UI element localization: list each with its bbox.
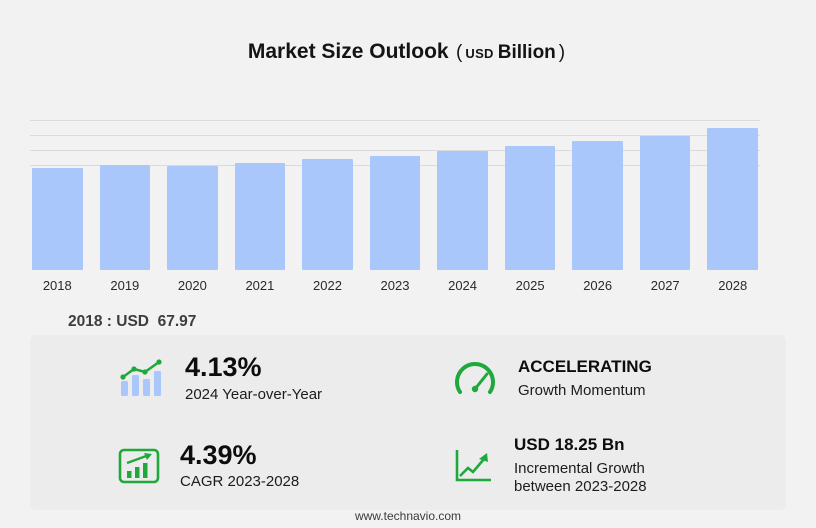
stat-yoy-text: 4.13% 2024 Year-over-Year <box>185 353 322 404</box>
gridline-80 <box>30 150 760 151</box>
x-tick-2023: 2023 <box>380 278 410 293</box>
bar-2025 <box>504 146 556 270</box>
bar-2026 <box>572 141 623 270</box>
bar-2023 <box>369 156 421 270</box>
stat-yoy-value: 4.13% <box>185 352 262 383</box>
bar-2028 <box>707 128 759 270</box>
stat-incremental-text: USD 18.25 Bn Incremental Growth between … <box>514 435 647 497</box>
base-year-annotation: 2018 : USD 67.97 <box>68 313 197 330</box>
stat-cagr: 4.39% CAGR 2023-2028 <box>30 423 408 511</box>
bars-row <box>32 120 759 270</box>
stat-cagr-value: 4.39% <box>180 439 257 470</box>
title-unit-currency: USD <box>465 46 494 61</box>
title-unit-scale: Billion <box>497 42 556 63</box>
x-tick-2024: 2024 <box>448 278 478 293</box>
x-tick-2018: 2018 <box>42 278 72 293</box>
stat-momentum-label: Growth Momentum <box>518 381 646 399</box>
growth-bars-icon <box>120 359 162 397</box>
bar-chart-plot <box>30 120 760 270</box>
x-tick-2028: 2028 <box>718 278 748 293</box>
stat-cagr-text: 4.39% CAGR 2023-2028 <box>180 439 300 492</box>
title-main: Market Size Outlook <box>247 40 449 63</box>
stats-panel: 4.13% 2024 Year-over-Year ACCELERATING G… <box>30 335 786 510</box>
stat-cagr-label: CAGR 2023-2028 <box>180 473 300 491</box>
stat-incremental-label: Incremental Growth between 2023-2028 <box>514 460 647 498</box>
stat-yoy: 4.13% 2024 Year-over-Year <box>30 335 408 423</box>
x-tick-2022: 2022 <box>313 278 342 293</box>
bar-2022 <box>302 159 353 270</box>
speedometer-icon <box>455 361 495 394</box>
bar-2027 <box>639 136 691 270</box>
bar-2019 <box>99 165 151 270</box>
bar-2020 <box>167 166 218 270</box>
footer-url: www.technavio.com <box>354 509 462 523</box>
x-tick-2026: 2026 <box>583 278 613 293</box>
stat-incremental-label-line1: Incremental Growth <box>514 459 645 477</box>
stat-incremental-value: USD 18.25 Bn <box>514 435 625 455</box>
stat-momentum-value: ACCELERATING <box>518 357 652 377</box>
gridline-100 <box>30 120 760 121</box>
x-tick-2021: 2021 <box>245 278 275 293</box>
bar-chart-xlabels: 2018 2019 2020 2021 2022 2023 2024 2025 2026 2027… <box>32 278 758 293</box>
bar-2024 <box>437 151 488 270</box>
bar-2021 <box>234 163 286 270</box>
x-tick-2025: 2025 <box>515 278 545 293</box>
cagr-chart-icon <box>118 448 160 484</box>
title-open-paren: ( <box>456 42 463 63</box>
title-close-paren: ) <box>558 42 566 63</box>
bar-chart: 2018 2019 2020 2021 2022 2023 2024 2025 2026 2027… <box>30 120 760 293</box>
stat-incremental: USD 18.25 Bn Incremental Growth between … <box>408 423 786 511</box>
stat-momentum-text: ACCELERATING Growth Momentum <box>518 357 652 400</box>
x-tick-2027: 2027 <box>650 278 680 293</box>
stat-momentum: ACCELERATING Growth Momentum <box>408 335 786 423</box>
x-tick-2019: 2019 <box>110 278 140 293</box>
x-tick-2020: 2020 <box>177 278 207 293</box>
page-title: Market Size Outlook (USD Billion) <box>0 40 816 64</box>
stat-incremental-label-line2: between 2023-2028 <box>514 478 647 496</box>
bar-2018 <box>32 168 83 270</box>
gridline-90 <box>30 135 760 136</box>
incremental-growth-icon <box>455 450 491 482</box>
stat-yoy-label: 2024 Year-over-Year <box>185 385 323 403</box>
